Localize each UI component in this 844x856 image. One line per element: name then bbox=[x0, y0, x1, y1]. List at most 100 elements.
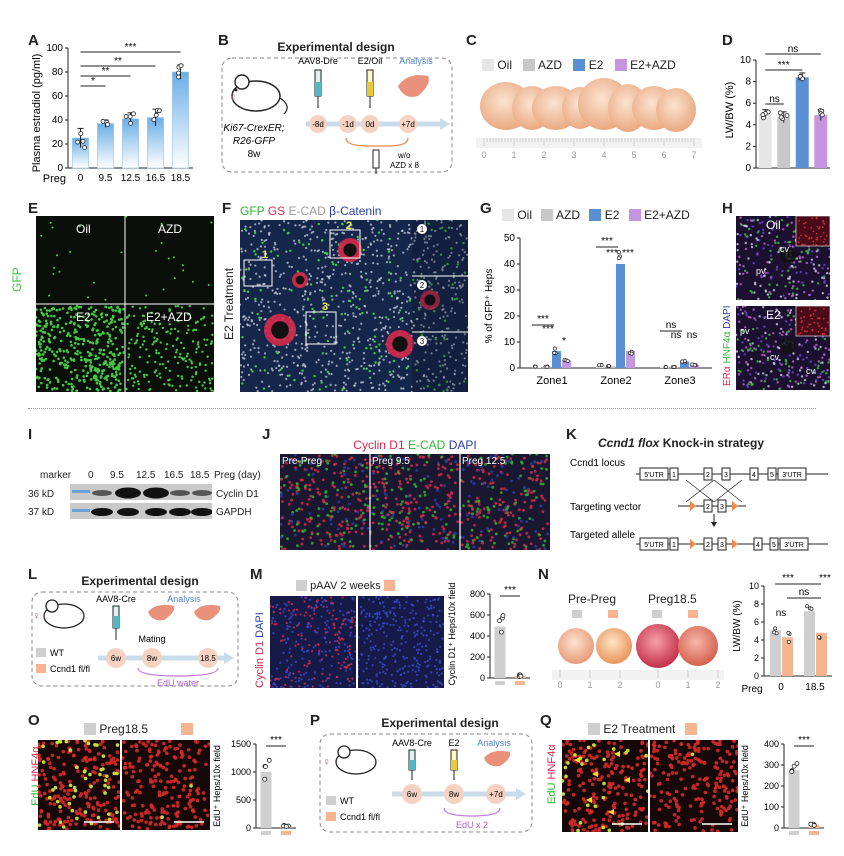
panel-j-title: Cyclin D1 E-CAD DAPI bbox=[353, 438, 477, 452]
data-point bbox=[500, 613, 506, 618]
arrowhead-icon bbox=[624, 777, 630, 783]
data-point bbox=[499, 629, 504, 635]
data-point bbox=[128, 120, 134, 126]
panel-m-legend: pAAV 2 weeks bbox=[296, 580, 395, 592]
y-tick-label: 20 bbox=[504, 311, 516, 322]
svg-text:AAV8-Cre: AAV8-Cre bbox=[96, 594, 136, 604]
panel-e-micrograph: Oil AZD E2 E2+AZD bbox=[36, 216, 214, 392]
y-tick-label: 0 bbox=[745, 163, 751, 174]
y-tick-label: 300 bbox=[764, 760, 779, 770]
sig-label: *** bbox=[778, 60, 790, 71]
data-point bbox=[663, 365, 668, 370]
ruler-label: 3 bbox=[571, 150, 576, 160]
x-tick-label: 0 bbox=[778, 682, 784, 693]
svg-text:AZD x 8: AZD x 8 bbox=[390, 161, 419, 170]
svg-text:5: 5 bbox=[770, 472, 774, 479]
panel-d-label: D bbox=[722, 32, 733, 49]
liver-icon bbox=[398, 75, 429, 97]
sig-label: *** bbox=[542, 324, 554, 335]
svg-text:1: 1 bbox=[262, 249, 268, 261]
data-point bbox=[817, 635, 821, 640]
i-kd1: 36 kD bbox=[28, 489, 55, 500]
data-point bbox=[75, 139, 81, 145]
ruler-label: 1 bbox=[587, 680, 592, 688]
svg-text:+7d: +7d bbox=[401, 120, 415, 129]
data-point bbox=[760, 112, 766, 118]
data-point bbox=[690, 362, 695, 367]
liver-icon bbox=[148, 604, 175, 621]
panel-h-label: H bbox=[722, 200, 733, 217]
sig-label: *** bbox=[270, 735, 282, 746]
data-point bbox=[772, 630, 777, 635]
data-point bbox=[82, 145, 88, 150]
panel-k-diagram: Ccnd1 locus 5'UTR 1 2 3 4 5 3'UTR Target… bbox=[570, 458, 828, 551]
arrowhead-icon bbox=[586, 797, 592, 803]
x-tick-label: 18.5 bbox=[805, 682, 825, 693]
panel-b-diagram: ♀ Ki67-CrexER; R26-GFP 8w -8d -1d 0d +7d… bbox=[221, 56, 453, 174]
panel-d-ylabel: LW/BW (%) bbox=[724, 82, 736, 139]
panel-h-micrograph-oil: Oil pv cv bbox=[736, 216, 830, 300]
liver-photo bbox=[636, 624, 680, 668]
arrowhead-icon bbox=[574, 757, 580, 763]
panel-o-label: O bbox=[28, 712, 40, 729]
bar bbox=[777, 117, 791, 168]
ruler-label: 1 bbox=[511, 150, 516, 160]
svg-text:Ccnd1 locus: Ccnd1 locus bbox=[570, 458, 625, 469]
ruler-label: 7 bbox=[691, 150, 696, 160]
section-divider bbox=[28, 408, 816, 409]
syringe-icon bbox=[408, 749, 416, 780]
y-tick-label: 100 bbox=[46, 43, 63, 54]
svg-text:2: 2 bbox=[706, 542, 710, 549]
panel-n-livers: 0 1 2 0 1 2 bbox=[552, 610, 724, 688]
y-tick-label: 40 bbox=[52, 115, 64, 126]
sig-label: *** bbox=[537, 314, 549, 325]
svg-text:6w: 6w bbox=[111, 654, 121, 663]
data-point bbox=[809, 606, 814, 611]
panel-e-side: GFP bbox=[10, 267, 24, 292]
sig-label: ns bbox=[769, 94, 780, 105]
svg-text:w/o: w/o bbox=[397, 151, 411, 160]
data-point bbox=[123, 114, 129, 119]
x-swatch-wt bbox=[789, 831, 799, 835]
bar bbox=[782, 637, 793, 676]
mouse-icon bbox=[43, 599, 85, 629]
svg-text:3: 3 bbox=[720, 504, 724, 511]
panel-n-label: N bbox=[538, 566, 549, 583]
syringe-icon bbox=[314, 69, 322, 108]
liver-photo bbox=[596, 628, 632, 664]
syringe-icon bbox=[112, 605, 120, 640]
data-point bbox=[131, 111, 136, 117]
svg-text:1: 1 bbox=[672, 542, 676, 549]
bar bbox=[795, 77, 809, 168]
n-group-0: Pre-Preg bbox=[568, 592, 617, 606]
svg-text:Targeting vector: Targeting vector bbox=[570, 502, 642, 513]
sig-label: *** bbox=[504, 585, 516, 596]
y-tick-label: 30 bbox=[504, 285, 516, 296]
svg-text:8w: 8w bbox=[147, 654, 157, 663]
data-point bbox=[157, 108, 162, 114]
data-point bbox=[545, 364, 550, 369]
data-point bbox=[797, 73, 803, 79]
mouse-icon bbox=[231, 74, 288, 115]
svg-text:Targeted allele: Targeted allele bbox=[570, 530, 635, 541]
sig-label: ** bbox=[114, 56, 122, 67]
ruler-label: 6 bbox=[661, 150, 666, 160]
mouse-icon bbox=[335, 745, 377, 775]
panel-j-micrograph: Pre-Preg Preg 9.5 Preg 12.5 bbox=[280, 454, 550, 550]
panel-l-title: Experimental design bbox=[81, 574, 199, 588]
data-point bbox=[777, 110, 783, 116]
bar bbox=[494, 626, 506, 678]
sig-label: * bbox=[91, 76, 95, 87]
panel-a-ylabel: Plasma estradiol (pg/ml) bbox=[31, 54, 43, 173]
sig-label: ns bbox=[671, 330, 682, 341]
svg-text:3'UTR: 3'UTR bbox=[784, 542, 804, 549]
b-mouse-line2: R26-GFP bbox=[233, 136, 276, 147]
panel-m-micrograph-flfl bbox=[358, 596, 444, 688]
panel-c-label: C bbox=[466, 32, 477, 49]
panel-g-label: G bbox=[480, 200, 492, 217]
sig-label: ** bbox=[102, 66, 110, 77]
y-tick-label: 2 bbox=[745, 141, 751, 152]
y-tick-label: 0 bbox=[774, 823, 779, 833]
data-point bbox=[262, 776, 268, 782]
data-point bbox=[629, 351, 634, 356]
